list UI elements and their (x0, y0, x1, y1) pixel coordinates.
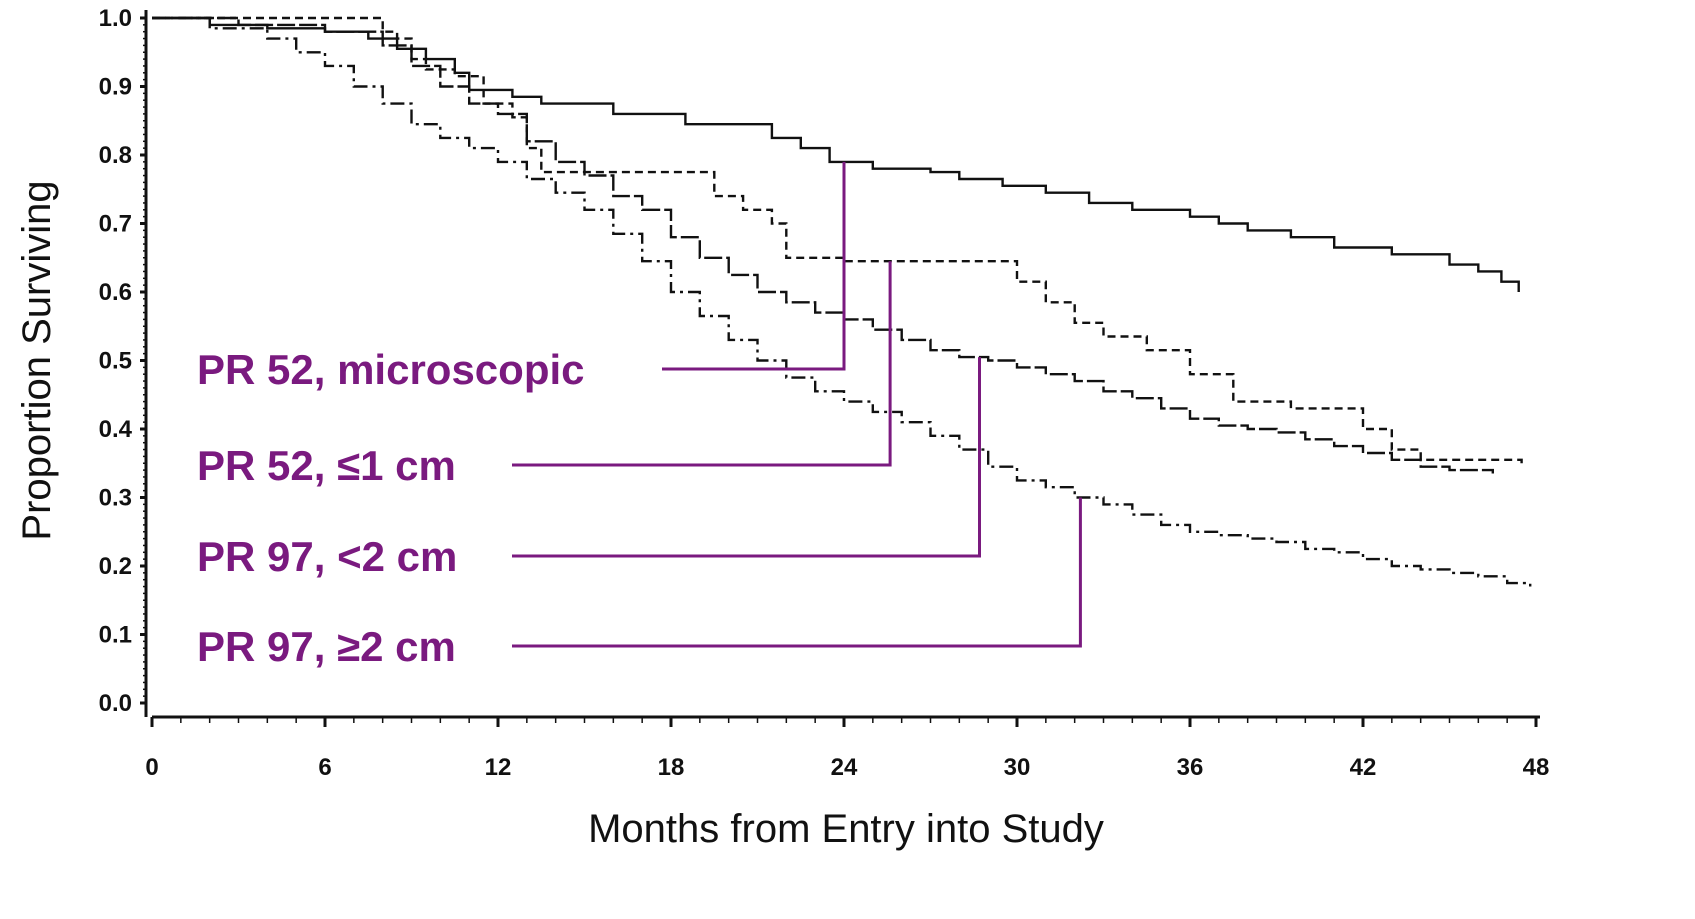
y-tick-label: 0.6 (99, 279, 132, 306)
annotation-label: PR 97, <2 cm (197, 533, 457, 580)
annotation-label: PR 52, microscopic (197, 346, 585, 393)
survival-curves (152, 16, 1532, 587)
y-tick-label: 0.9 (99, 74, 132, 101)
annotation-label: PR 52, ≤1 cm (197, 442, 456, 489)
annotation-leader (512, 261, 892, 467)
x-tick-label: 24 (831, 754, 858, 781)
x-tick-label: 12 (485, 754, 512, 781)
survival-curve-2 (152, 16, 1523, 464)
y-axis-ticks: 0.0 0.1 0.2 0.3 0.4 0.5 0.6 0.7 0.8 0.9 1.0 (99, 5, 146, 717)
survival-curve-3 (152, 16, 1494, 474)
annotation-leader (512, 357, 981, 558)
y-tick-label: 0.1 (99, 622, 132, 649)
x-tick-label: 48 (1523, 754, 1550, 781)
annotations: PR 52, microscopic PR 52, ≤1 cm PR 97, <2 … (197, 161, 1082, 670)
annotation-leader (512, 497, 1082, 648)
survival-curve-1 (152, 16, 1520, 292)
x-tick-label: 36 (1177, 754, 1204, 781)
y-tick-label: 0.8 (99, 142, 132, 169)
y-tick-label: 0.4 (99, 416, 133, 443)
x-tick-label: 6 (318, 754, 331, 781)
y-tick-label: 0.0 (99, 690, 132, 717)
x-axis-title: Months from Entry into Study (588, 807, 1104, 851)
plot-area: 0.0 0.1 0.2 0.3 0.4 0.5 0.6 0.7 0.8 0.9 1.0 0 6 12 18… (99, 5, 1550, 781)
x-tick-label: 42 (1350, 754, 1377, 781)
y-tick-label: 0.3 (99, 485, 132, 512)
y-axis-title: Proportion Surviving (15, 180, 59, 540)
x-tick-label: 0 (145, 754, 158, 781)
annotation-label: PR 97, ≥2 cm (197, 623, 456, 670)
x-tick-label: 18 (658, 754, 685, 781)
y-tick-label: 0.7 (99, 211, 132, 238)
survival-curve-4 (152, 16, 1532, 587)
x-tick-label: 30 (1004, 754, 1031, 781)
y-tick-label: 0.5 (99, 348, 132, 375)
y-tick-label: 1.0 (99, 5, 132, 32)
x-axis-ticks: 0 6 12 18 24 30 36 42 48 (145, 717, 1549, 781)
y-tick-label: 0.2 (99, 553, 132, 580)
annotation-leader (662, 161, 846, 371)
